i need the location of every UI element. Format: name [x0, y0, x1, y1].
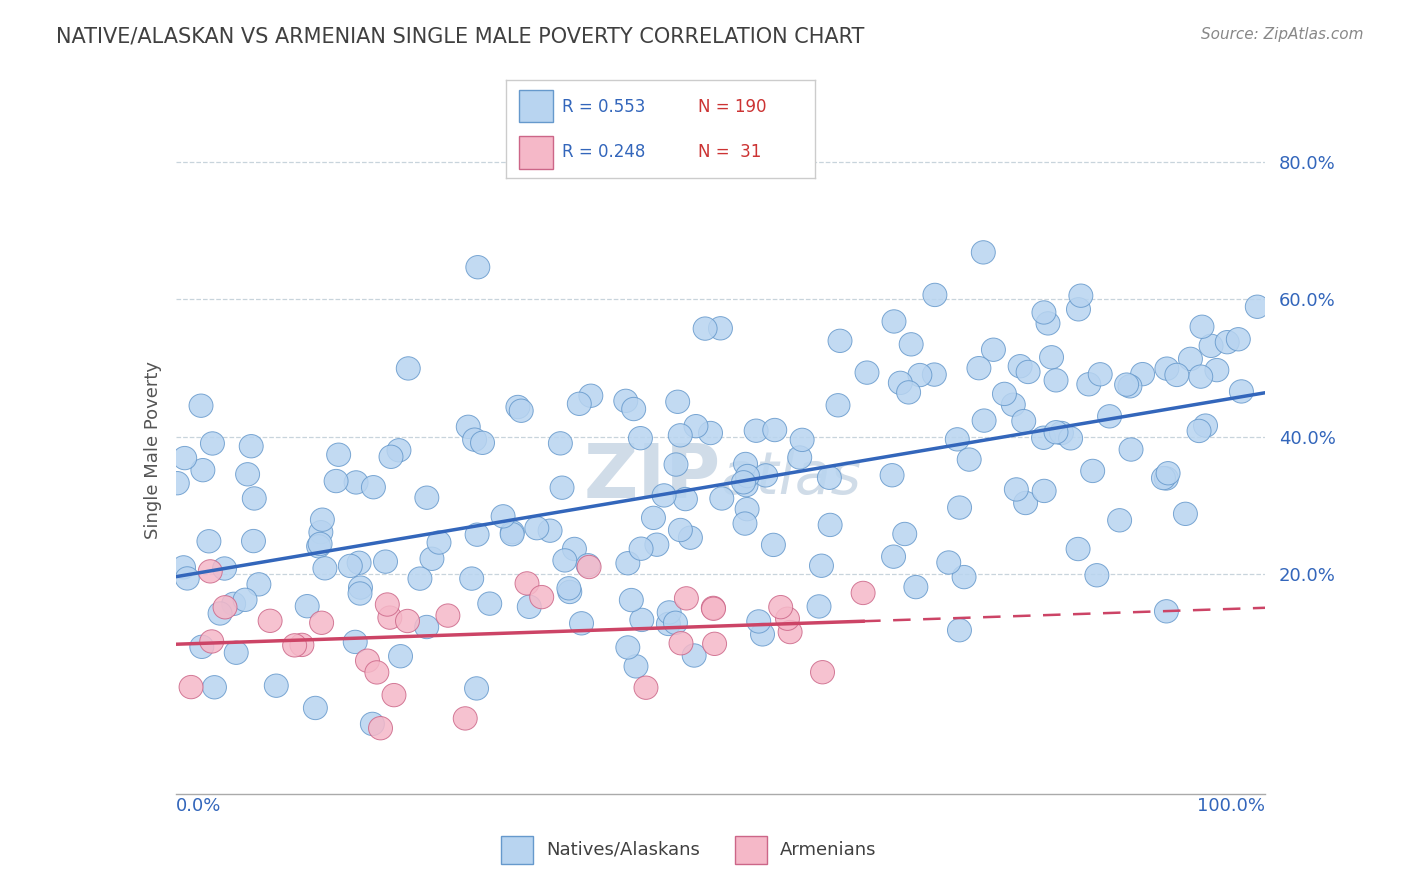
Text: 100.0%: 100.0%: [1198, 797, 1265, 815]
Text: R = 0.553: R = 0.553: [562, 98, 645, 116]
FancyBboxPatch shape: [519, 90, 553, 122]
Text: 0.0%: 0.0%: [176, 797, 221, 815]
Text: R = 0.248: R = 0.248: [562, 143, 645, 161]
Text: atlas: atlas: [721, 450, 862, 507]
FancyBboxPatch shape: [501, 836, 533, 863]
FancyBboxPatch shape: [519, 136, 553, 169]
Text: Source: ZipAtlas.com: Source: ZipAtlas.com: [1201, 27, 1364, 42]
Text: NATIVE/ALASKAN VS ARMENIAN SINGLE MALE POVERTY CORRELATION CHART: NATIVE/ALASKAN VS ARMENIAN SINGLE MALE P…: [56, 27, 865, 46]
Text: N = 190: N = 190: [697, 98, 766, 116]
Text: N =  31: N = 31: [697, 143, 761, 161]
Text: ZIP: ZIP: [583, 442, 721, 515]
Y-axis label: Single Male Poverty: Single Male Poverty: [143, 361, 162, 540]
FancyBboxPatch shape: [735, 836, 766, 863]
Text: Natives/Alaskans: Natives/Alaskans: [546, 840, 700, 859]
Text: Armenians: Armenians: [780, 840, 876, 859]
